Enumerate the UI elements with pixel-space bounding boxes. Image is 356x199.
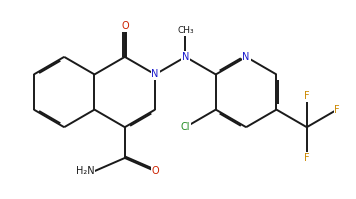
Text: F: F bbox=[334, 105, 340, 115]
Text: N: N bbox=[182, 52, 189, 62]
Text: H₂N: H₂N bbox=[76, 166, 94, 176]
Text: F: F bbox=[304, 153, 310, 163]
Text: O: O bbox=[151, 166, 159, 176]
Text: N: N bbox=[242, 52, 250, 62]
Text: CH₃: CH₃ bbox=[177, 26, 194, 35]
Text: N: N bbox=[151, 69, 159, 79]
Text: O: O bbox=[121, 21, 129, 31]
Text: Cl: Cl bbox=[181, 122, 190, 132]
Text: F: F bbox=[304, 91, 310, 101]
